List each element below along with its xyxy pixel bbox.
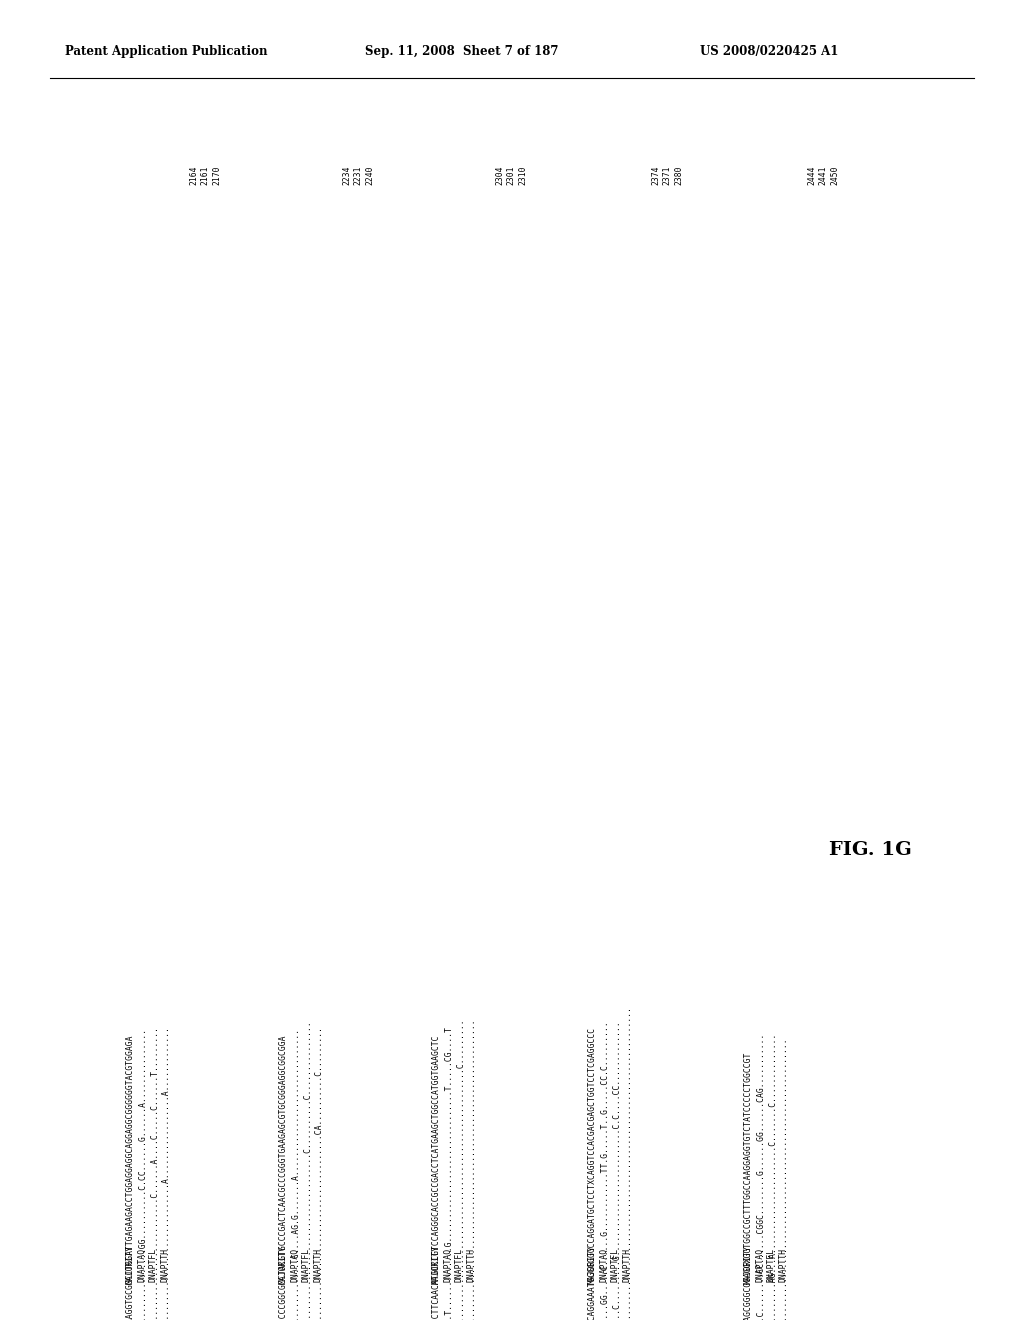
Text: .A.......G.C........CC......CGGC........G......GG......CAG...........: .A.......G.C........CC......CGGC........… (756, 1032, 764, 1320)
Text: DNAPTFL: DNAPTFL (148, 1247, 158, 1282)
Text: DNAPTAQ: DNAPTAQ (443, 1247, 453, 1282)
Text: MAJORITY: MAJORITY (126, 1246, 135, 1284)
Text: 2450: 2450 (830, 165, 839, 185)
Text: ...............C.........G..........................C.C....CC.............: ...............C.........G..............… (610, 1019, 620, 1320)
Text: DNAPTTH: DNAPTTH (778, 1247, 787, 1282)
Text: 2231: 2231 (353, 165, 362, 185)
Text: ..........A.....GG.....C......G............TT.G.....T..G.....CC.C.........: ..........A.....GG.....C......G.........… (599, 1019, 608, 1320)
Text: DNAPTTH: DNAPTTH (313, 1247, 323, 1282)
Text: .........C..............C....AG.G.......A..............................: .........C..............C....AG.G.......… (290, 1027, 299, 1320)
Text: .............T.............G...............................T.....CG....T: .............T.............G............… (443, 1024, 453, 1320)
Text: MAJORITY: MAJORITY (432, 1246, 440, 1284)
Text: ...................................................................: ........................................… (778, 1036, 787, 1320)
Text: DNAPTFL: DNAPTFL (302, 1247, 310, 1282)
Text: Patent Application Publication: Patent Application Publication (65, 45, 267, 58)
Text: DNAPTFL: DNAPTFL (767, 1247, 776, 1282)
Text: GCGCCATGGCCTTCAACATGCCCGTCCAGGGCACCGCCGACCTCATGAAGCTGGCCATGGTGAAGCTC: GCGCCATGGCCTTCAACATGCCCGTCCAGGGCACCGCCGA… (432, 1035, 440, 1320)
Text: 2234: 2234 (342, 165, 351, 185)
Text: .................................................................C.........: ........................................… (455, 1018, 464, 1320)
Text: CCCTCTTCGCCCCGGCGCCTACGTGCCCGACTCAACGCCCGGGTGAAGAGCGTGCGGGAGGCGGCGGA: CCCTCTTCGCCCCGGCGCCTACGTGCCCGACTCAACGCCC… (279, 1035, 288, 1320)
Text: Sep. 11, 2008  Sheet 7 of 187: Sep. 11, 2008 Sheet 7 of 187 (365, 45, 558, 58)
Text: CCAAAGAGCGGGCGGAGGXGGTGGCCGCTTTGGCCAAGGAGGTGTCTATCCCCCTGGCCGT: CCAAAGAGCGGGCGGAGGXGGTGGCCGCTTTGGCCAAGGA… (743, 1051, 753, 1320)
Text: MAJORITY: MAJORITY (279, 1246, 288, 1284)
Text: DNAPTAQ: DNAPTAQ (756, 1247, 764, 1282)
Text: 2240: 2240 (365, 165, 374, 185)
Text: ...........................................................................: ........................................… (466, 1018, 475, 1320)
Text: 2310: 2310 (518, 165, 527, 185)
Text: ........A.................GG..........C.CC......G......A...............: ........A.................GG..........C.… (137, 1027, 146, 1320)
Text: DNAPTAQ: DNAPTAQ (599, 1247, 608, 1282)
Text: 2301: 2301 (507, 165, 515, 185)
Text: DNAPTTH: DNAPTTH (466, 1247, 475, 1282)
Text: ..................................................CA..........C.........: ........................................… (313, 1024, 323, 1320)
Text: DNAPTTH: DNAPTTH (623, 1247, 631, 1282)
Text: DNAPTFL: DNAPTFL (455, 1247, 464, 1282)
Text: DNAPTFL: DNAPTFL (610, 1247, 620, 1282)
Text: ..C...............AG...A......................C.......C..............: ..C...............AG...A................… (767, 1032, 776, 1320)
Text: 2371: 2371 (663, 165, 672, 185)
Text: MAJORITY: MAJORITY (588, 1246, 597, 1284)
Text: 2304: 2304 (495, 165, 504, 185)
Text: ................................................................................: ........................................… (623, 1005, 631, 1320)
Text: ........................................A.................A.............: ........................................… (160, 1024, 169, 1320)
Text: 2170: 2170 (212, 165, 221, 185)
Text: 2374: 2374 (651, 165, 660, 185)
Text: 2441: 2441 (818, 165, 827, 185)
Text: ...............................................C..........C...............: ........................................… (302, 1019, 310, 1320)
Text: 2444: 2444 (807, 165, 816, 185)
Text: DNAPTAQ: DNAPTAQ (290, 1247, 299, 1282)
Text: AGCTTCCCCAAGGTGCGGCCTGGATTGAGAAGACCTGGAGGAGGCAGGAGGCGGGGGGTACGTGGAGA: AGCTTCCCCAAGGTGCGGCCTGGATTGAGAAGACCTGGAG… (126, 1035, 135, 1320)
Text: DNAPTTH: DNAPTTH (160, 1247, 169, 1282)
Text: US 2008/0220425 A1: US 2008/0220425 A1 (700, 45, 839, 58)
Text: .....................................C......A....C.....C......T.........: .....................................C..… (148, 1024, 158, 1320)
Text: MAJORITY: MAJORITY (743, 1246, 753, 1284)
Text: TTCCCCGGCTXCAGGAAATGGGGGGGCCAGGATGCTCCTXCAGGTCCACGACGAGCTGGTCCTCGAGGCCC: TTCCCCGGCTXCAGGAAATGGGGGGGCCAGGATGCTCCTX… (588, 1027, 597, 1320)
Text: 2161: 2161 (201, 165, 210, 185)
Text: 2164: 2164 (189, 165, 198, 185)
Text: FIG. 1G: FIG. 1G (828, 841, 911, 859)
Text: DNAPTAQ: DNAPTAQ (137, 1247, 146, 1282)
Text: 2380: 2380 (674, 165, 683, 185)
